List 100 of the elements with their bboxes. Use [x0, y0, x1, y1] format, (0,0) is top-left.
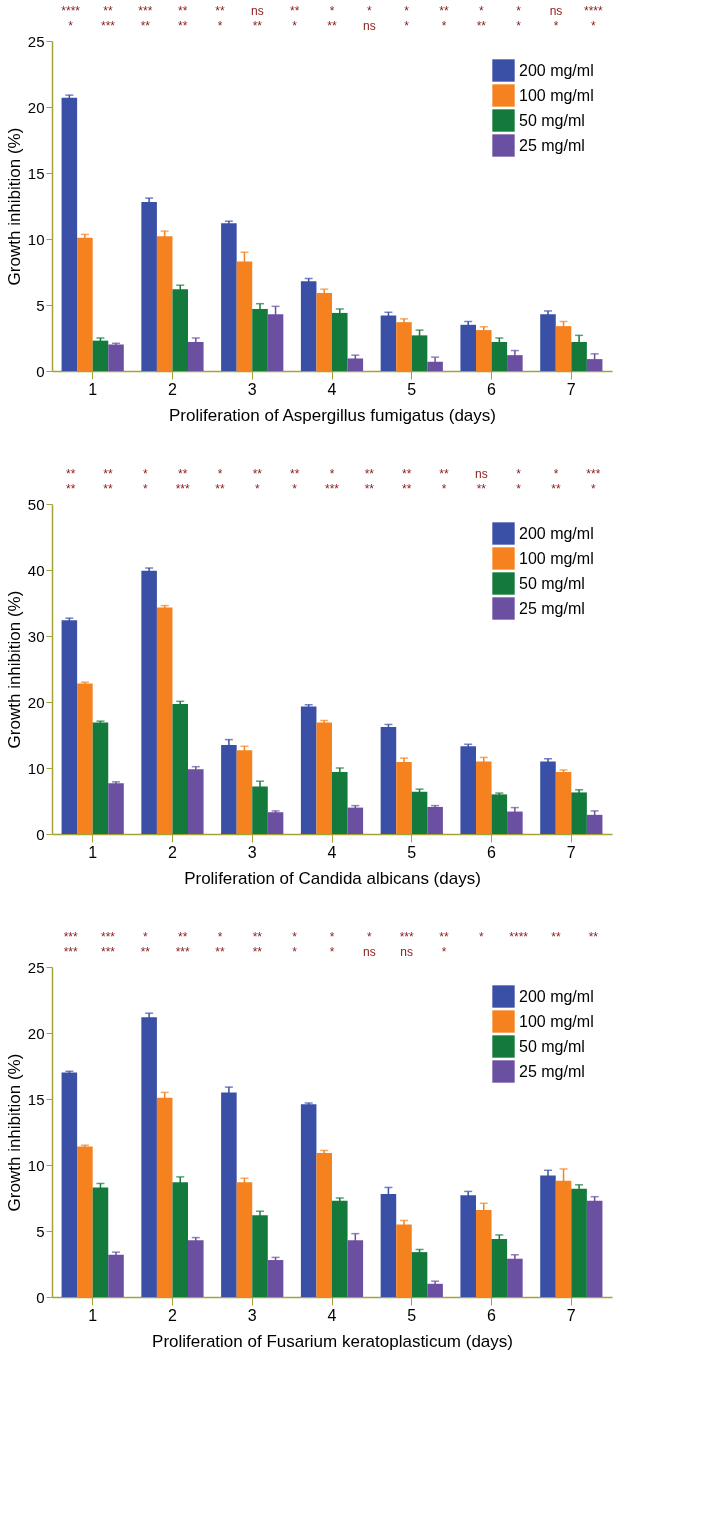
y-axis-title: Growth inhibition (%) — [4, 1053, 24, 1212]
text: ns — [362, 945, 376, 959]
y-tick-label: 10 — [27, 1156, 45, 1174]
text: ** — [215, 4, 225, 18]
y-tick-label: 10 — [27, 759, 45, 777]
x-tick-label: 2 — [168, 843, 177, 861]
bar — [221, 1092, 237, 1297]
text: *** — [100, 930, 116, 944]
text: * — [553, 19, 559, 33]
bar — [411, 335, 428, 371]
bar — [252, 1215, 268, 1297]
bar — [156, 1097, 173, 1297]
bar — [141, 202, 157, 371]
text: * — [516, 482, 522, 496]
legend-label: 25 mg/ml — [519, 1062, 585, 1080]
y-tick-label: 20 — [27, 98, 45, 116]
text: ** — [252, 19, 263, 33]
text: ns — [250, 4, 264, 18]
y-tick-label: 0 — [36, 1288, 45, 1306]
x-tick-label: 4 — [327, 380, 337, 398]
y-tick-label: 20 — [27, 693, 45, 711]
y-axis-title: Growth inhibition (%) — [4, 590, 24, 749]
bar — [316, 293, 332, 371]
text: ns — [474, 467, 488, 481]
bar — [77, 683, 93, 834]
y-tick-label: 10 — [27, 230, 45, 248]
text: * — [516, 4, 522, 18]
text: * — [441, 945, 447, 959]
bar — [491, 794, 508, 834]
text: * — [143, 482, 148, 496]
bar — [555, 326, 572, 371]
text: * — [143, 930, 148, 944]
x-tick-label: 3 — [247, 1306, 257, 1324]
text: * — [441, 482, 447, 496]
y-tick-label: 15 — [27, 1090, 45, 1108]
bar — [427, 361, 443, 371]
text: * — [479, 930, 484, 944]
y-tick-label: 5 — [36, 1222, 45, 1240]
legend-label: 50 mg/ml — [519, 1037, 585, 1055]
text: ** — [65, 467, 76, 481]
legend-label: 100 mg/ml — [519, 549, 594, 567]
x-tick-label: 4 — [327, 1306, 337, 1324]
bar — [172, 289, 189, 371]
y-tick-label: 0 — [36, 825, 45, 843]
bar — [252, 308, 268, 371]
text: **** — [509, 930, 529, 944]
text: * — [329, 930, 335, 944]
text: ** — [364, 482, 375, 496]
text: ** — [551, 930, 561, 944]
text: ** — [327, 19, 337, 33]
x-tick-label: 7 — [566, 843, 576, 861]
x-tick-label: 3 — [247, 843, 257, 861]
text: * — [516, 467, 522, 481]
x-tick-label: 3 — [247, 380, 257, 398]
text: ** — [252, 467, 263, 481]
text: * — [516, 19, 522, 33]
legend-label: 25 mg/ml — [519, 599, 585, 617]
text: ** — [177, 19, 188, 33]
text: *** — [100, 19, 116, 33]
x-tick-label: 4 — [327, 843, 337, 861]
bar — [236, 750, 253, 834]
text: ** — [588, 930, 599, 944]
text: ** — [140, 945, 151, 959]
text: ** — [476, 19, 487, 33]
text: * — [329, 945, 335, 959]
text: ** — [401, 482, 412, 496]
text: ** — [215, 945, 225, 959]
text: *** — [100, 945, 116, 959]
text: ** — [103, 482, 113, 496]
text: ** — [177, 467, 188, 481]
x-tick-label: 2 — [168, 380, 177, 398]
bar — [396, 762, 412, 834]
bar — [300, 1104, 317, 1297]
legend-label: 200 mg/ml — [519, 61, 594, 79]
x-tick-label: 2 — [168, 1306, 177, 1324]
text: * — [217, 19, 223, 33]
y-tick-label: 40 — [27, 561, 45, 579]
y-tick-label: 5 — [36, 296, 45, 314]
text: *** — [138, 4, 153, 18]
text: ns — [362, 19, 376, 33]
text: * — [292, 19, 298, 33]
bar — [236, 1182, 253, 1297]
text: ** — [439, 930, 449, 944]
text: ** — [289, 467, 300, 481]
text: ** — [103, 4, 113, 18]
text: * — [217, 467, 223, 481]
bar — [252, 786, 268, 834]
text: * — [441, 19, 447, 33]
x-tick-label: 1 — [88, 843, 98, 861]
bar — [108, 783, 124, 834]
text: * — [367, 930, 372, 944]
text: ns — [549, 4, 563, 18]
bar — [427, 806, 443, 834]
text: ** — [289, 4, 300, 18]
x-tick-label: 7 — [566, 380, 576, 398]
x-tick-label: 6 — [487, 1306, 497, 1324]
bar — [108, 344, 124, 371]
y-tick-label: 30 — [27, 627, 45, 645]
text: ** — [551, 482, 561, 496]
text: ** — [439, 4, 449, 18]
